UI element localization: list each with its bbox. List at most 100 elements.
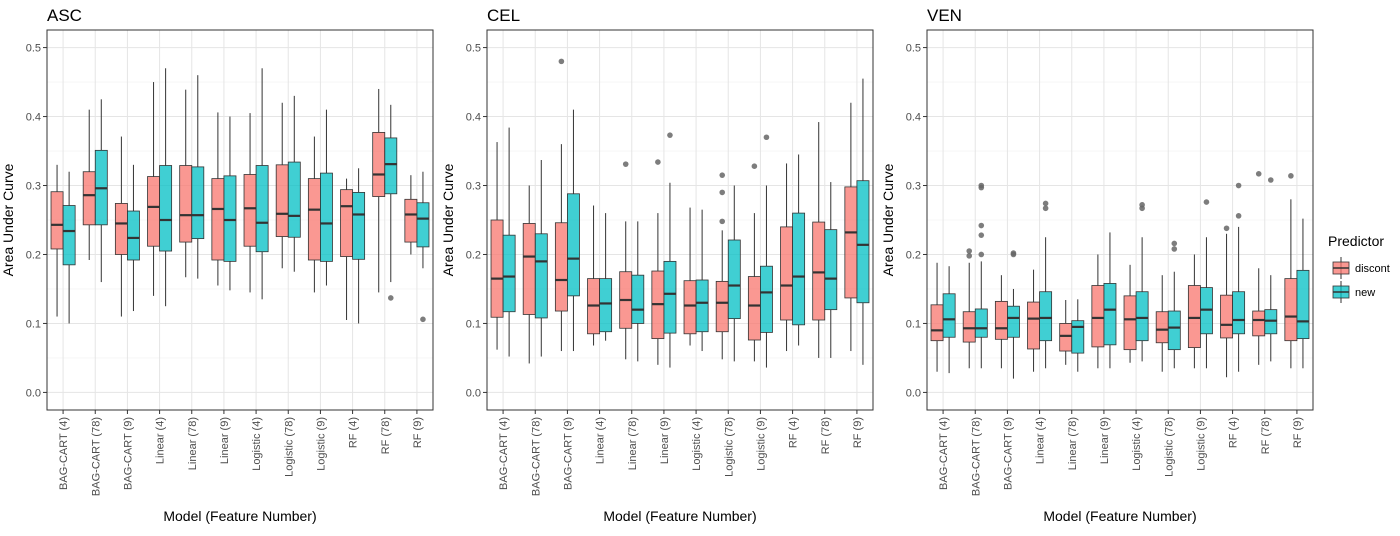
box-discont: [683, 280, 697, 335]
box-new: [727, 239, 741, 320]
box-new: [631, 274, 645, 324]
x-tick-label: Logistic (78): [723, 417, 735, 477]
x-tick-label: RF (4): [788, 417, 800, 448]
box-new: [856, 180, 870, 304]
x-tick-label: Logistic (4): [251, 417, 263, 471]
x-tick-label: BAG-CART (9): [122, 417, 134, 490]
x-axis-title: Model (Feature Number): [1043, 508, 1196, 524]
box-new: [974, 308, 988, 338]
box-discont: [490, 219, 504, 318]
box-new: [695, 279, 709, 333]
outlier-point: [1288, 173, 1294, 179]
outlier-point: [1203, 199, 1210, 205]
outlier-point: [420, 316, 426, 323]
x-tick-label: Linear (9): [1099, 417, 1111, 464]
box-discont: [1155, 311, 1169, 344]
panel-border: [46, 29, 434, 411]
legend-label: new: [1355, 287, 1375, 299]
x-tick-label: Linear (78): [187, 417, 199, 470]
outlier-point: [1235, 182, 1242, 189]
box-new: [416, 202, 430, 248]
box-new: [1007, 305, 1020, 338]
x-tick-label: Logistic (4): [1131, 417, 1143, 471]
box-discont: [1123, 295, 1137, 351]
box-new: [599, 278, 613, 333]
box-new: [159, 165, 173, 252]
y-tick-label: 0.3: [906, 181, 921, 193]
box-discont: [372, 132, 386, 197]
x-tick-label: Linear (78): [1067, 417, 1079, 470]
x-tick-label: BAG-CART (4): [58, 417, 70, 490]
box-new: [1296, 269, 1310, 340]
box-discont: [994, 300, 1008, 340]
x-tick-label: Logistic (9): [755, 417, 767, 471]
outlier-point: [1267, 177, 1274, 183]
box-new: [255, 165, 269, 253]
box-discont: [812, 221, 826, 321]
box-new: [567, 193, 580, 297]
y-tick-label: 0.4: [26, 112, 41, 124]
x-tick-label: Linear (4): [595, 417, 607, 464]
y-tick-label: 0.5: [466, 43, 481, 55]
x-tick-label: BAG-CART (9): [562, 417, 574, 490]
box-discont: [962, 311, 976, 343]
y-tick-label: 0.0: [906, 387, 921, 399]
y-tick-label: 0.3: [26, 181, 41, 193]
outlier-point: [558, 58, 565, 65]
box-new: [320, 172, 333, 262]
box-new: [1167, 310, 1181, 351]
outlier-point: [719, 189, 726, 196]
outlier-point: [978, 232, 985, 238]
x-tick-label: RF (4): [1228, 417, 1240, 448]
box-discont: [1187, 285, 1201, 348]
box-new: [792, 212, 806, 326]
outlier-point: [1235, 213, 1242, 219]
box-new: [223, 175, 237, 262]
box-discont: [1284, 278, 1298, 342]
box-new: [1039, 291, 1053, 342]
y-tick-label: 0.3: [466, 181, 481, 193]
box-new: [191, 166, 205, 240]
legend-label: discont: [1355, 263, 1390, 275]
outlier-point: [978, 182, 985, 189]
box-discont: [780, 226, 793, 321]
legend-title: Predictor: [1328, 233, 1384, 249]
y-tick-label: 0.1: [906, 318, 921, 330]
x-tick-label: RF (4): [348, 417, 360, 448]
box-discont: [340, 189, 353, 257]
box-discont: [522, 223, 536, 315]
box-discont: [243, 174, 257, 247]
y-axis-title: Area Under Curve: [440, 163, 456, 276]
box-discont: [404, 198, 418, 243]
x-tick-label: BAG-CART (78): [970, 417, 982, 496]
outlier-point: [1042, 200, 1049, 207]
y-tick-label: 0.2: [906, 249, 921, 261]
box-discont: [1091, 285, 1105, 348]
box-new: [287, 161, 301, 238]
box-discont: [554, 222, 568, 312]
outlier-point: [387, 295, 394, 301]
x-tick-label: Linear (4): [155, 417, 167, 464]
box-new: [384, 137, 398, 195]
outlier-point: [1139, 202, 1145, 208]
x-axis-title: Model (Feature Number): [603, 508, 756, 524]
box-new: [352, 192, 366, 260]
outlier-point: [719, 218, 726, 225]
outlier-point: [1255, 170, 1262, 177]
outlier-point: [966, 253, 973, 259]
x-tick-label: RF (78): [820, 417, 832, 454]
x-tick-label: Linear (4): [1035, 417, 1047, 464]
outlier-point: [763, 134, 770, 141]
panel-border: [926, 29, 1314, 411]
box-discont: [1027, 301, 1040, 350]
box-discont: [930, 304, 944, 342]
panel-title: CEL: [487, 6, 520, 25]
box-discont: [275, 164, 289, 237]
x-tick-label: BAG-CART (78): [530, 417, 542, 496]
x-tick-label: RF (9): [852, 417, 864, 448]
box-discont: [1252, 310, 1266, 337]
box-discont: [211, 178, 225, 261]
box-new: [942, 293, 956, 338]
outlier-point: [622, 161, 629, 167]
